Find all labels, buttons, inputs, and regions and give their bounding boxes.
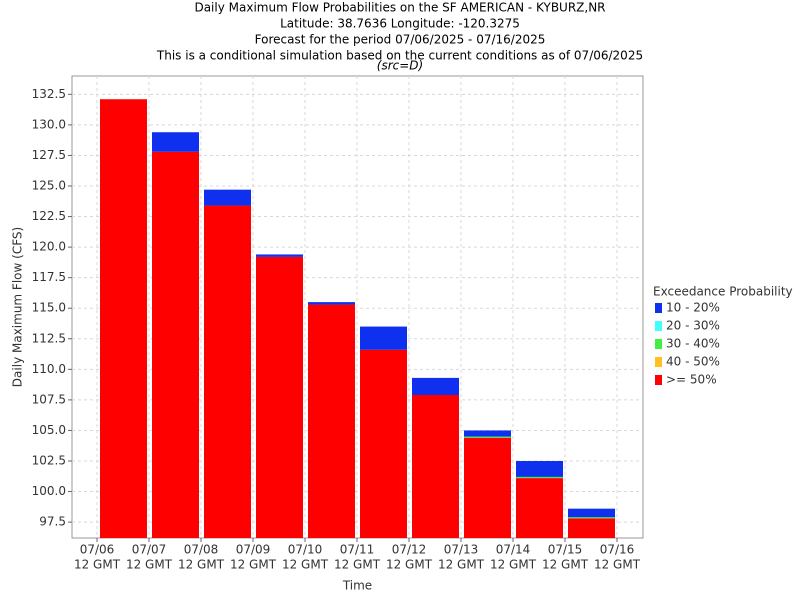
bar-segment xyxy=(568,517,615,519)
bar-segment xyxy=(516,476,563,479)
x-tick-label: 12 GMT xyxy=(74,558,121,572)
x-tick-label: 07/10 xyxy=(288,543,323,557)
legend-swatch xyxy=(655,321,662,331)
x-tick-label: 07/12 xyxy=(392,543,427,557)
legend-label: 30 - 40% xyxy=(666,337,720,351)
legend-swatch xyxy=(655,375,662,385)
y-tick-label: 125.0 xyxy=(32,179,66,193)
chart-title: Forecast for the period 07/06/2025 - 07/… xyxy=(255,33,546,47)
y-tick-label: 107.5 xyxy=(32,392,66,406)
legend-swatch xyxy=(655,303,662,313)
y-tick-label: 132.5 xyxy=(32,87,66,101)
x-tick-label: 12 GMT xyxy=(386,558,433,572)
y-tick-label: 122.5 xyxy=(32,209,66,223)
bar-segment xyxy=(568,508,615,518)
x-tick-label: 07/11 xyxy=(340,543,375,557)
x-tick-label: 12 GMT xyxy=(490,558,537,572)
bar-segment xyxy=(308,302,355,305)
bar-segment xyxy=(412,395,459,538)
bar-segment xyxy=(152,151,199,538)
legend-swatch xyxy=(655,357,662,367)
bar-segment xyxy=(464,437,511,538)
y-tick-label: 105.0 xyxy=(32,423,66,437)
legend-label: 20 - 30% xyxy=(666,319,720,333)
y-tick-label: 97.5 xyxy=(39,515,66,529)
bar-segment xyxy=(516,461,563,477)
y-tick-label: 117.5 xyxy=(32,270,66,284)
x-axis-label: Time xyxy=(342,579,372,593)
bar-segment xyxy=(360,326,407,350)
x-tick-label: 07/08 xyxy=(184,543,219,557)
x-tick-label: 07/06 xyxy=(80,543,115,557)
bar-segment xyxy=(464,436,511,438)
bar-segment xyxy=(516,478,563,538)
y-tick-label: 130.0 xyxy=(32,117,66,131)
x-tick-label: 12 GMT xyxy=(542,558,589,572)
legend-title: Exceedance Probability xyxy=(653,285,793,299)
y-tick-label: 100.0 xyxy=(32,484,66,498)
bar-segment xyxy=(464,430,511,437)
legend-label: 10 - 20% xyxy=(666,301,720,315)
x-tick-label: 07/07 xyxy=(132,543,167,557)
x-tick-label: 12 GMT xyxy=(178,558,225,572)
x-tick-label: 12 GMT xyxy=(282,558,329,572)
bar-segment xyxy=(412,377,459,395)
legend-label: >= 50% xyxy=(666,373,717,387)
x-tick-label: 07/14 xyxy=(496,543,531,557)
x-tick-label: 07/15 xyxy=(548,543,583,557)
y-tick-label: 127.5 xyxy=(32,148,66,162)
bar-segment xyxy=(152,132,199,152)
x-tick-label: 12 GMT xyxy=(230,558,277,572)
x-tick-label: 12 GMT xyxy=(126,558,173,572)
bar-segment xyxy=(204,189,251,206)
x-tick-label: 07/09 xyxy=(236,543,271,557)
y-tick-label: 102.5 xyxy=(32,454,66,468)
legend-swatch xyxy=(655,339,662,349)
bar-segment xyxy=(568,518,615,538)
x-tick-label: 12 GMT xyxy=(334,558,381,572)
x-tick-label: 12 GMT xyxy=(594,558,641,572)
chart-title: Latitude: 38.7636 Longitude: -120.3275 xyxy=(280,17,520,31)
chart-title: This is a conditional simulation based o… xyxy=(156,49,643,63)
chart-subtitle: (src=D) xyxy=(377,59,423,73)
y-tick-label: 115.0 xyxy=(32,301,66,315)
bar-segment xyxy=(308,304,355,538)
bar-segment xyxy=(360,349,407,538)
x-tick-label: 07/13 xyxy=(444,543,479,557)
y-tick-label: 110.0 xyxy=(32,362,66,376)
bar-segment xyxy=(204,205,251,539)
bar-segment xyxy=(256,256,303,538)
y-tick-label: 120.0 xyxy=(32,240,66,254)
legend-label: 40 - 50% xyxy=(666,355,720,369)
x-tick-label: 12 GMT xyxy=(438,558,485,572)
x-tick-label: 07/16 xyxy=(600,543,635,557)
bar-segment xyxy=(256,254,303,257)
y-tick-label: 112.5 xyxy=(32,331,66,345)
bar-segment xyxy=(100,99,147,538)
chart-title: Daily Maximum Flow Probabilities on the … xyxy=(194,1,605,15)
y-axis-label: Daily Maximum Flow (CFS) xyxy=(11,227,25,387)
